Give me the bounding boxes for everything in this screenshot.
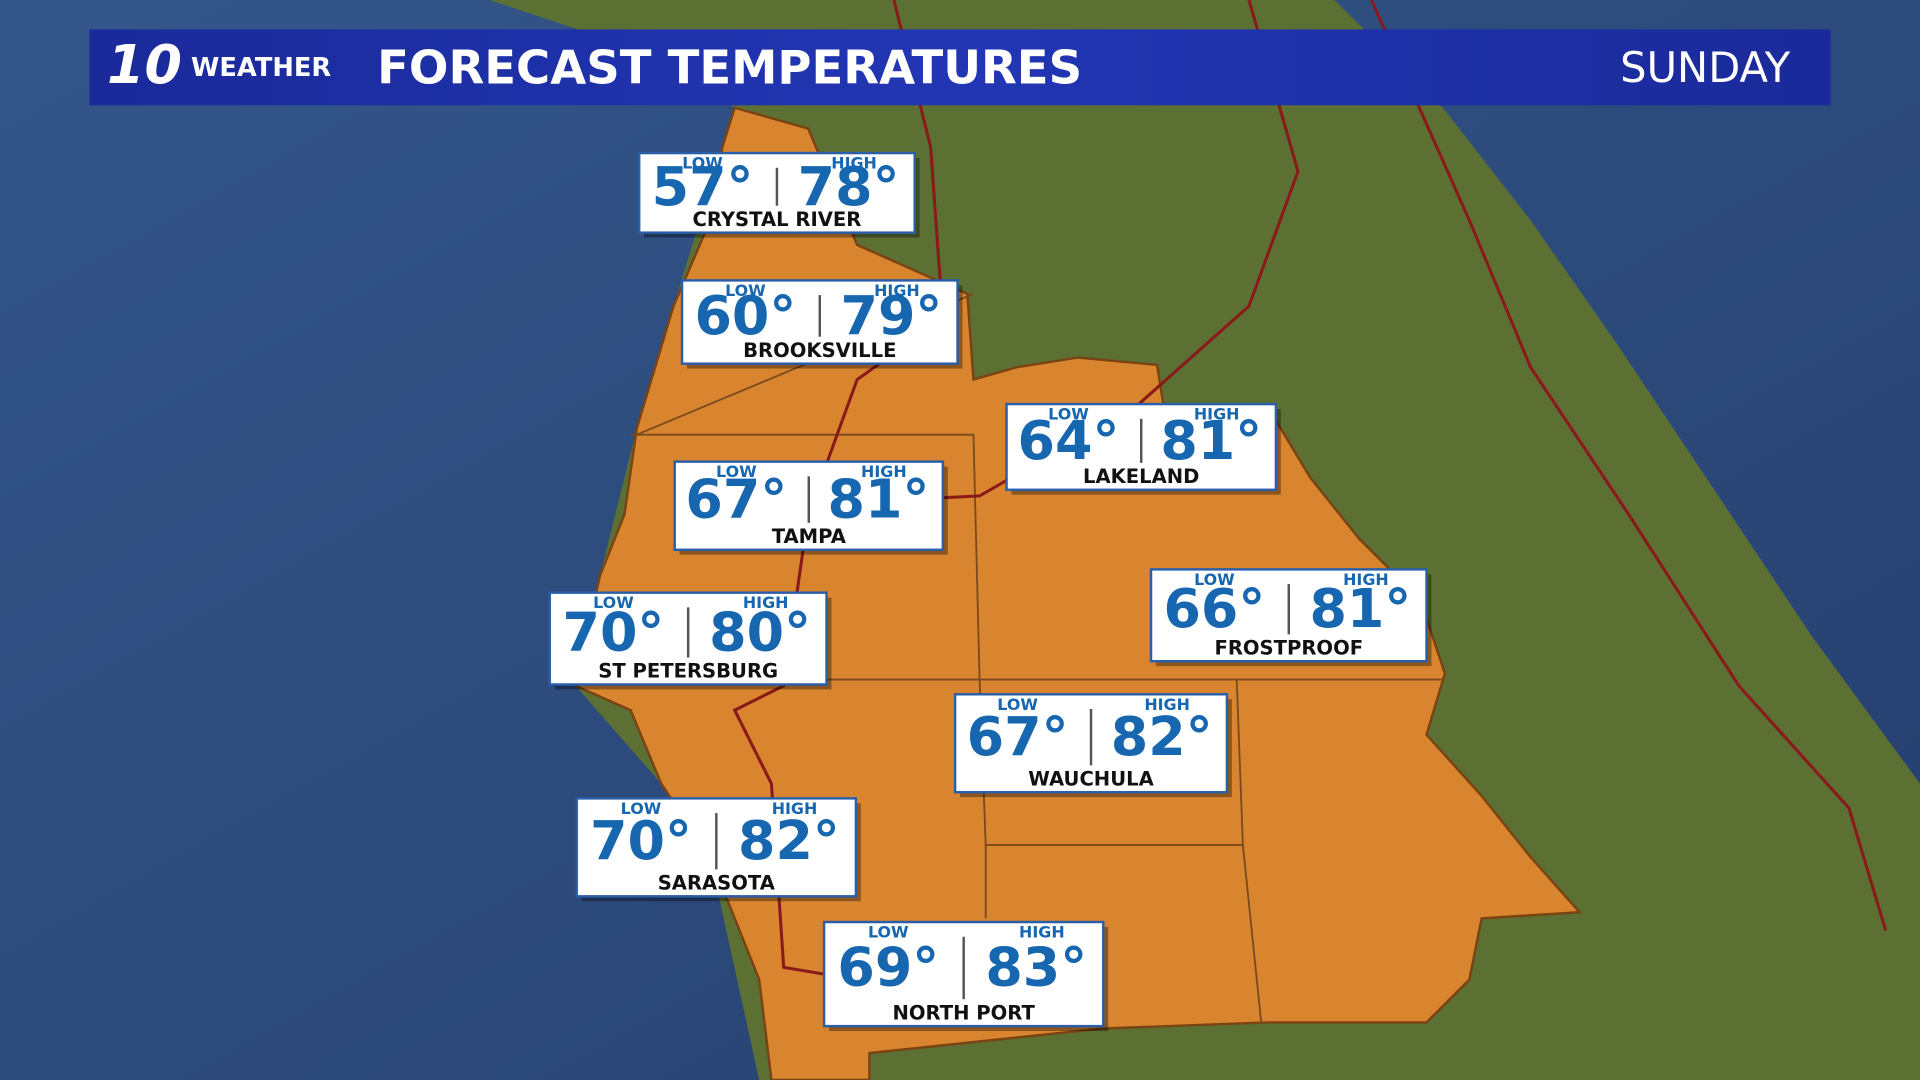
high-temp: 78° [798,155,900,218]
high-temp: 83° [985,936,1087,999]
low-label: LOW [682,154,723,173]
city-name: FROSTPROOF [1214,636,1363,659]
high-temp: 81° [828,468,930,531]
city-name: LAKELAND [1083,465,1199,488]
high-label: HIGH [1343,570,1389,589]
low-label: LOW [716,462,757,481]
city-name: NORTH PORT [893,1001,1036,1024]
low-temp: 60° [694,284,796,347]
low-temp: 69° [837,936,939,999]
high-label: HIGH [1194,405,1240,424]
low-temp: 64° [1018,409,1120,472]
city-box: LOW HIGH 67° 82°WAUCHULA [953,693,1232,798]
logo-number: 10 [107,33,182,96]
city-boxes: LOW HIGH 57° 78°CRYSTAL RIVER LOW HIGH 60° 79°B… [548,151,1432,1032]
city-box: LOW HIGH 70° 82°SARASOTA [575,797,861,902]
high-label: HIGH [831,154,877,173]
city-box: LOW HIGH 57° 78°CRYSTAL RIVER [637,151,920,238]
high-temp: 81° [1160,409,1262,472]
low-label: LOW [1194,570,1235,589]
low-temp: 66° [1163,577,1265,640]
high-temp: 81° [1309,577,1411,640]
high-temp: 82° [1111,705,1213,768]
low-temp: 67° [967,705,1069,768]
high-label: HIGH [874,281,920,300]
low-label: LOW [593,593,634,612]
low-temp: 70° [562,600,664,663]
high-label: HIGH [1144,695,1190,714]
low-label: LOW [1048,405,1089,424]
low-label: LOW [997,695,1038,714]
low-label: LOW [621,799,662,818]
high-label: HIGH [743,593,789,612]
low-label: LOW [725,281,766,300]
high-label: HIGH [861,462,907,481]
low-temp: 67° [685,468,787,531]
city-name: ST PETERSBURG [598,660,778,683]
header-title: FORECAST TEMPERATURES [377,41,1082,95]
city-name: WAUCHULA [1028,768,1154,791]
logo-text: WEATHER [191,53,331,83]
city-box: LOW HIGH 70° 80°ST PETERSBURG [548,591,832,690]
city-box: LOW HIGH 67° 81°TAMPA [673,460,948,555]
city-box: LOW HIGH 64° 81°LAKELAND [1005,402,1281,495]
low-label: LOW [868,923,909,942]
city-box: LOW HIGH 60° 79°BROOKSVILLE [680,279,963,369]
county-lines [630,293,1445,1023]
city-box: LOW HIGH 66° 81°FROSTPROOF [1149,568,1432,667]
low-temp: 70° [590,809,692,872]
high-temp: 82° [738,809,840,872]
header-bar [89,29,1831,106]
city-box: LOW HIGH 69° 83°NORTH PORT [822,920,1109,1032]
high-label: HIGH [772,799,818,818]
low-temp: 57° [652,155,754,218]
high-label: HIGH [1019,923,1065,942]
city-name: TAMPA [772,525,847,548]
header-day: SUNDAY [1620,43,1791,92]
high-temp: 79° [840,284,942,347]
city-name: CRYSTAL RIVER [692,208,861,231]
city-name: SARASOTA [658,872,776,895]
city-name: BROOKSVILLE [743,339,896,362]
high-temp: 80° [709,600,811,663]
